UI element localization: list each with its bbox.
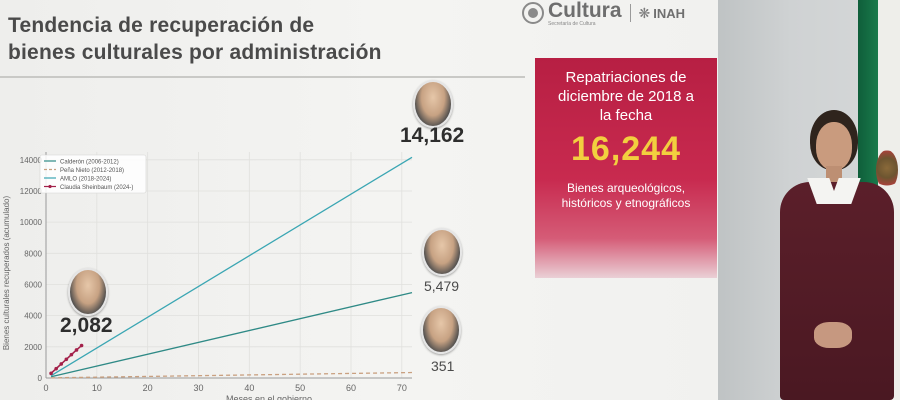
- amlo-portrait-avatar: [413, 80, 453, 128]
- x-tick-label: 60: [346, 383, 356, 393]
- series-line-2: [51, 371, 413, 379]
- series-point-4: [59, 362, 64, 366]
- panel-description-line-1: Bienes arqueológicos,: [566, 181, 686, 195]
- x-tick-label: 10: [92, 383, 102, 393]
- repatriations-panel: Repatriaciones de diciembre de 2018 a la…: [535, 58, 717, 278]
- panel-heading: Repatriaciones de diciembre de 2018 a la…: [535, 68, 717, 125]
- calderon-portrait-avatar: [422, 228, 462, 276]
- x-tick-label: 20: [143, 383, 153, 393]
- sheinbaum-total-label: 2,082: [60, 314, 113, 337]
- cultura-logo-name: Cultura: [548, 0, 622, 22]
- series-point-4: [79, 343, 84, 348]
- series-point-4: [54, 366, 58, 371]
- legend-entry: Calderón (2006-2012): [60, 159, 119, 165]
- flag-emblem-icon: [876, 150, 898, 190]
- y-tick-label: 0: [38, 374, 43, 383]
- x-tick-label: 30: [193, 383, 203, 393]
- panel-heading-line-1: Repatriaciones de: [565, 69, 687, 86]
- recovery-line-chart: 0 10 20 30 40 50 60 70 0 2000 4000 6000 8000 10000 120…: [2, 152, 413, 400]
- sheinbaum-portrait-avatar: [68, 268, 108, 316]
- legend-box: [39, 154, 147, 194]
- y-tick-label: 12000: [20, 187, 43, 196]
- legend-entry: Peña Nieto (2012-2018): [60, 168, 124, 174]
- x-tick-label: 0: [43, 383, 48, 393]
- cultura-logo: Cultura Secretaría de Cultura: [548, 0, 622, 27]
- x-tick-label: 40: [244, 383, 254, 393]
- series-point-4: [74, 348, 79, 352]
- series-line-1: [50, 291, 413, 378]
- series-point-4: [49, 371, 53, 376]
- y-axis-title: Bienes culturales recuperados (acumulado…: [2, 196, 11, 351]
- y-tick-label: 14000: [20, 156, 43, 165]
- calderon-total-label: 5,479: [424, 278, 460, 294]
- logo-divider: [629, 4, 631, 22]
- presenter-figure: [772, 108, 900, 400]
- panel-heading-line-2: diciembre de 2018 a: [558, 88, 694, 105]
- inah-logo-name: INAH: [653, 5, 686, 21]
- legend-swatch-marker: [48, 184, 52, 189]
- y-tick-label: 8000: [24, 249, 42, 258]
- slide-title-line-2: bienes culturales por administración: [8, 41, 382, 64]
- series-point-4: [69, 352, 74, 357]
- y-tick-label: 2000: [24, 343, 42, 352]
- x-tick-label: 50: [295, 383, 305, 393]
- title-divider: [0, 76, 525, 78]
- panel-heading-line-3: la fecha: [599, 107, 653, 124]
- inah-emblem-icon: ❋: [638, 4, 651, 21]
- presenter-face: [816, 122, 852, 170]
- cultura-logo-icon: [522, 2, 544, 24]
- presenter-suit: [780, 182, 894, 400]
- y-tick-label: 10000: [20, 218, 43, 227]
- panel-description-line-2: históricos y etnográficos: [561, 196, 691, 210]
- slide-title: Tendencia de recuperación de bienes cult…: [8, 12, 382, 66]
- legend-entry: Claudia Sheinbaum (2024-): [60, 185, 133, 191]
- presentation-slide: Tendencia de recuperación de bienes cult…: [0, 0, 718, 400]
- slide-title-line-1: Tendencia de recuperación de: [8, 14, 315, 37]
- presenter-hands: [814, 322, 852, 348]
- legend-entry: AMLO (2018-2024): [60, 176, 111, 182]
- panel-total-number: 16,244: [571, 130, 681, 168]
- y-tick-label: 6000: [24, 280, 42, 289]
- series-point-4: [64, 357, 69, 362]
- x-tick-label: 70: [397, 383, 407, 393]
- panel-description: Bienes arqueológicos, históricos y etnog…: [535, 181, 717, 211]
- pena-portrait-avatar: [421, 306, 461, 354]
- x-axis-title: Meses en el gobierno: [226, 394, 312, 400]
- y-tick-label: 4000: [24, 312, 42, 321]
- amlo-total-label: 14,162: [400, 124, 465, 147]
- pena-total-label: 351: [431, 358, 455, 374]
- series-line-3: [50, 156, 413, 377]
- cultura-logo-subtitle: Secretaría de Cultura: [548, 20, 596, 27]
- logo-bar: Cultura Secretaría de Cultura ❋ INAH: [522, 0, 685, 26]
